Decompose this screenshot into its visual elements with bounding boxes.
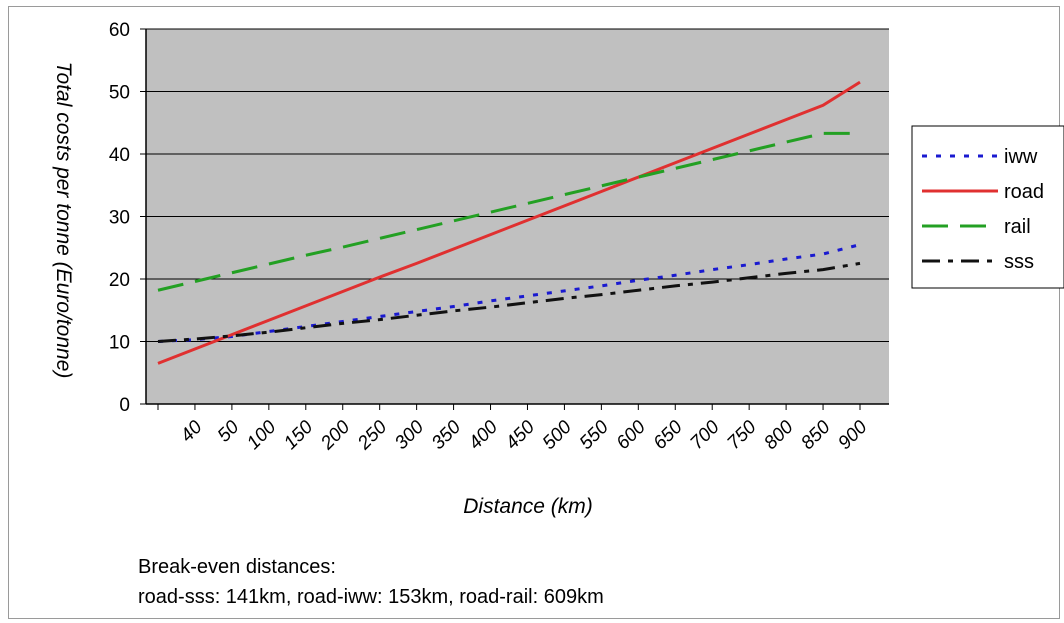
- y-tick-labels: 0 10 20 30 40 50 60: [109, 20, 130, 416]
- series-lines: [157, 80, 861, 365]
- x-tick-label: 550: [576, 416, 614, 454]
- chart-frame: [8, 6, 1060, 619]
- x-tick-label: 300: [391, 416, 429, 454]
- x-tick-label: 650: [650, 416, 688, 454]
- x-tick-label: 250: [353, 416, 391, 454]
- x-tick-label: 200: [316, 416, 354, 454]
- break-even-note: Break-even distances: road-sss: 141km, r…: [138, 552, 604, 612]
- y-tick-label: 50: [109, 83, 130, 104]
- x-tick-label: 850: [797, 416, 835, 454]
- break-even-heading: Break-even distances:: [138, 556, 336, 578]
- legend-label-road: road: [1004, 181, 1044, 203]
- x-tick-label: 900: [834, 416, 872, 454]
- series-line-road: [157, 80, 861, 365]
- x-tick-label: 700: [686, 416, 724, 454]
- x-tick-label: 450: [502, 416, 540, 454]
- x-tick-label: 350: [428, 416, 466, 454]
- y-tick-label: 10: [109, 333, 130, 354]
- legend-label-rail: rail: [1004, 216, 1031, 238]
- x-tick-label: 100: [243, 416, 281, 454]
- series-line-rail: [157, 131, 860, 292]
- legend: iww road rail sss: [911, 125, 1064, 289]
- series-line-iww: [157, 243, 861, 343]
- y-tick-label: 20: [109, 270, 130, 291]
- legend-label-iww: iww: [1004, 146, 1038, 168]
- y-tick-label: 60: [109, 20, 130, 41]
- y-tick-label: 0: [119, 395, 130, 416]
- x-tick-label: 600: [613, 416, 651, 454]
- x-tick-label: 50: [214, 416, 244, 446]
- legend-label-sss: sss: [1004, 251, 1034, 273]
- series-line-sss: [157, 261, 861, 343]
- x-axis-title: Distance (km): [463, 495, 593, 518]
- y-axis-title: Total costs per tonne (Euro/tonne): [52, 62, 75, 379]
- x-tick-label: 500: [539, 416, 577, 454]
- x-tick-label: 150: [280, 416, 318, 454]
- x-tick-label: 800: [760, 416, 798, 454]
- x-tick-labels: 40 50 100 150 200 250 300 350 400 450 500 550 600 650…: [177, 416, 872, 454]
- gridlines: [140, 28, 889, 410]
- legend-box: [911, 125, 1064, 289]
- y-tick-label: 30: [109, 208, 130, 229]
- x-tick-label: 400: [465, 416, 503, 454]
- x-tick-label: 750: [723, 416, 761, 454]
- break-even-values: road-sss: 141km, road-iww: 153km, road-r…: [138, 586, 604, 608]
- x-tick-label: 40: [177, 416, 207, 446]
- y-tick-label: 40: [109, 145, 130, 166]
